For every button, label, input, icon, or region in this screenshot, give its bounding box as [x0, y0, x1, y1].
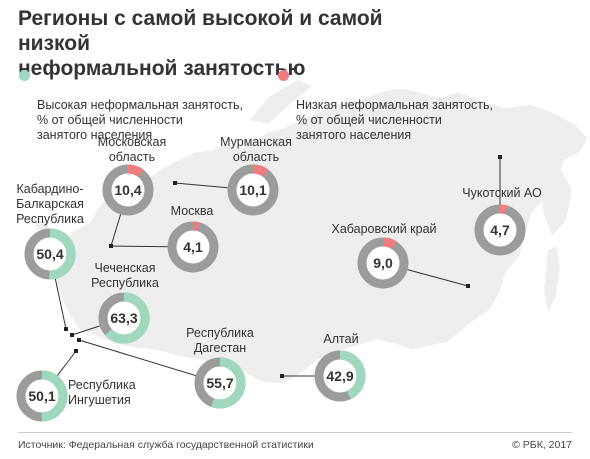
legend-high-label: Высокая неформальная занятость, % от общ…: [37, 98, 243, 142]
region-label-chukotka: Чукотский АО: [462, 186, 542, 200]
location-marker-chukotka: [498, 155, 502, 159]
donut-altai: 42,9: [314, 350, 366, 402]
location-marker-altai: [280, 374, 284, 378]
region-label-ingushetia: Республика Ингушетия: [68, 378, 136, 407]
location-marker-murmansk: [173, 181, 177, 185]
donut-ingushetia: 50,1: [16, 370, 68, 422]
donut-value-moscow: 4,1: [183, 239, 203, 255]
donut-slice-moscow: [167, 221, 219, 273]
page-title: Регионы с самой высокой и самой низкой н…: [18, 7, 383, 80]
location-marker-ingushetia: [74, 349, 78, 353]
region-label-khabarovsk: Хабаровский край: [331, 222, 437, 236]
donut-slice-altai: [314, 350, 366, 402]
sakhalin-shape: [544, 246, 560, 312]
donut-slice-ingushetia: [16, 370, 68, 422]
region-label-kbr: Кабардино- Балкарская Республика: [16, 182, 84, 226]
kamchatka-shape: [540, 168, 572, 236]
donut-slice-moscow-oblast: [102, 164, 154, 216]
legend-high: Высокая неформальная занятость, % от общ…: [19, 68, 243, 143]
donut-value-dagestan: 55,7: [206, 375, 233, 391]
location-marker-chechnya: [70, 333, 74, 337]
donut-value-moscow-oblast: 10,4: [114, 182, 141, 198]
donut-moscow-oblast: 10,4: [102, 164, 154, 216]
legend-high-swatch: [19, 70, 30, 81]
region-label-moscow: Москва: [170, 204, 214, 218]
donut-slice-kbr: [24, 228, 76, 280]
donut-chukotka: 4,7: [474, 204, 526, 256]
donut-value-altai: 42,9: [326, 368, 353, 384]
donut-value-ingushetia: 50,1: [28, 388, 55, 404]
donut-murmansk: 10,1: [227, 164, 279, 216]
donut-value-chukotka: 4,7: [490, 222, 510, 238]
footer-divider: [18, 432, 572, 433]
legend-low: Низкая неформальная занятость, % от обще…: [278, 68, 494, 143]
donut-moscow: 4,1: [167, 221, 219, 273]
location-marker-khabarovsk: [466, 284, 470, 288]
donut-slice-chechnya: [98, 292, 150, 344]
donut-dagestan: 55,7: [194, 357, 246, 409]
legend-low-swatch: [278, 70, 289, 81]
donut-chechnya: 63,3: [98, 292, 150, 344]
donut-value-murmansk: 10,1: [239, 182, 266, 198]
donut-slice-dagestan: [194, 357, 246, 409]
location-marker-kbr: [64, 327, 68, 331]
region-label-murmansk: Мурманская область: [220, 135, 292, 164]
region-label-dagestan: Республика Дагестан: [186, 326, 254, 355]
novaya-zemlya-shape: [250, 80, 312, 124]
kaliningrad-shape: [36, 220, 48, 230]
region-label-moscow-oblast: Московская область: [97, 135, 167, 164]
donut-slice-chukotka: [474, 204, 526, 256]
donut-slice-murmansk: [227, 164, 279, 216]
region-label-chechnya: Чеченская Республика: [91, 261, 159, 290]
donut-kbr: 50,4: [24, 228, 76, 280]
donut-slice-khabarovsk: [357, 237, 409, 289]
location-marker-moscow: [109, 244, 113, 248]
legend-low-label: Низкая неформальная занятость, % от обще…: [296, 98, 494, 142]
donut-value-kbr: 50,4: [36, 246, 63, 262]
donut-khabarovsk: 9,0: [357, 237, 409, 289]
location-marker-dagestan: [77, 338, 81, 342]
footer-copyright: © РБК, 2017: [512, 439, 572, 451]
donut-value-chechnya: 63,3: [110, 310, 137, 326]
region-label-altai: Алтай: [323, 332, 359, 346]
footer-source: Источник: Федеральная служба государстве…: [18, 439, 314, 451]
donut-value-khabarovsk: 9,0: [373, 255, 393, 271]
